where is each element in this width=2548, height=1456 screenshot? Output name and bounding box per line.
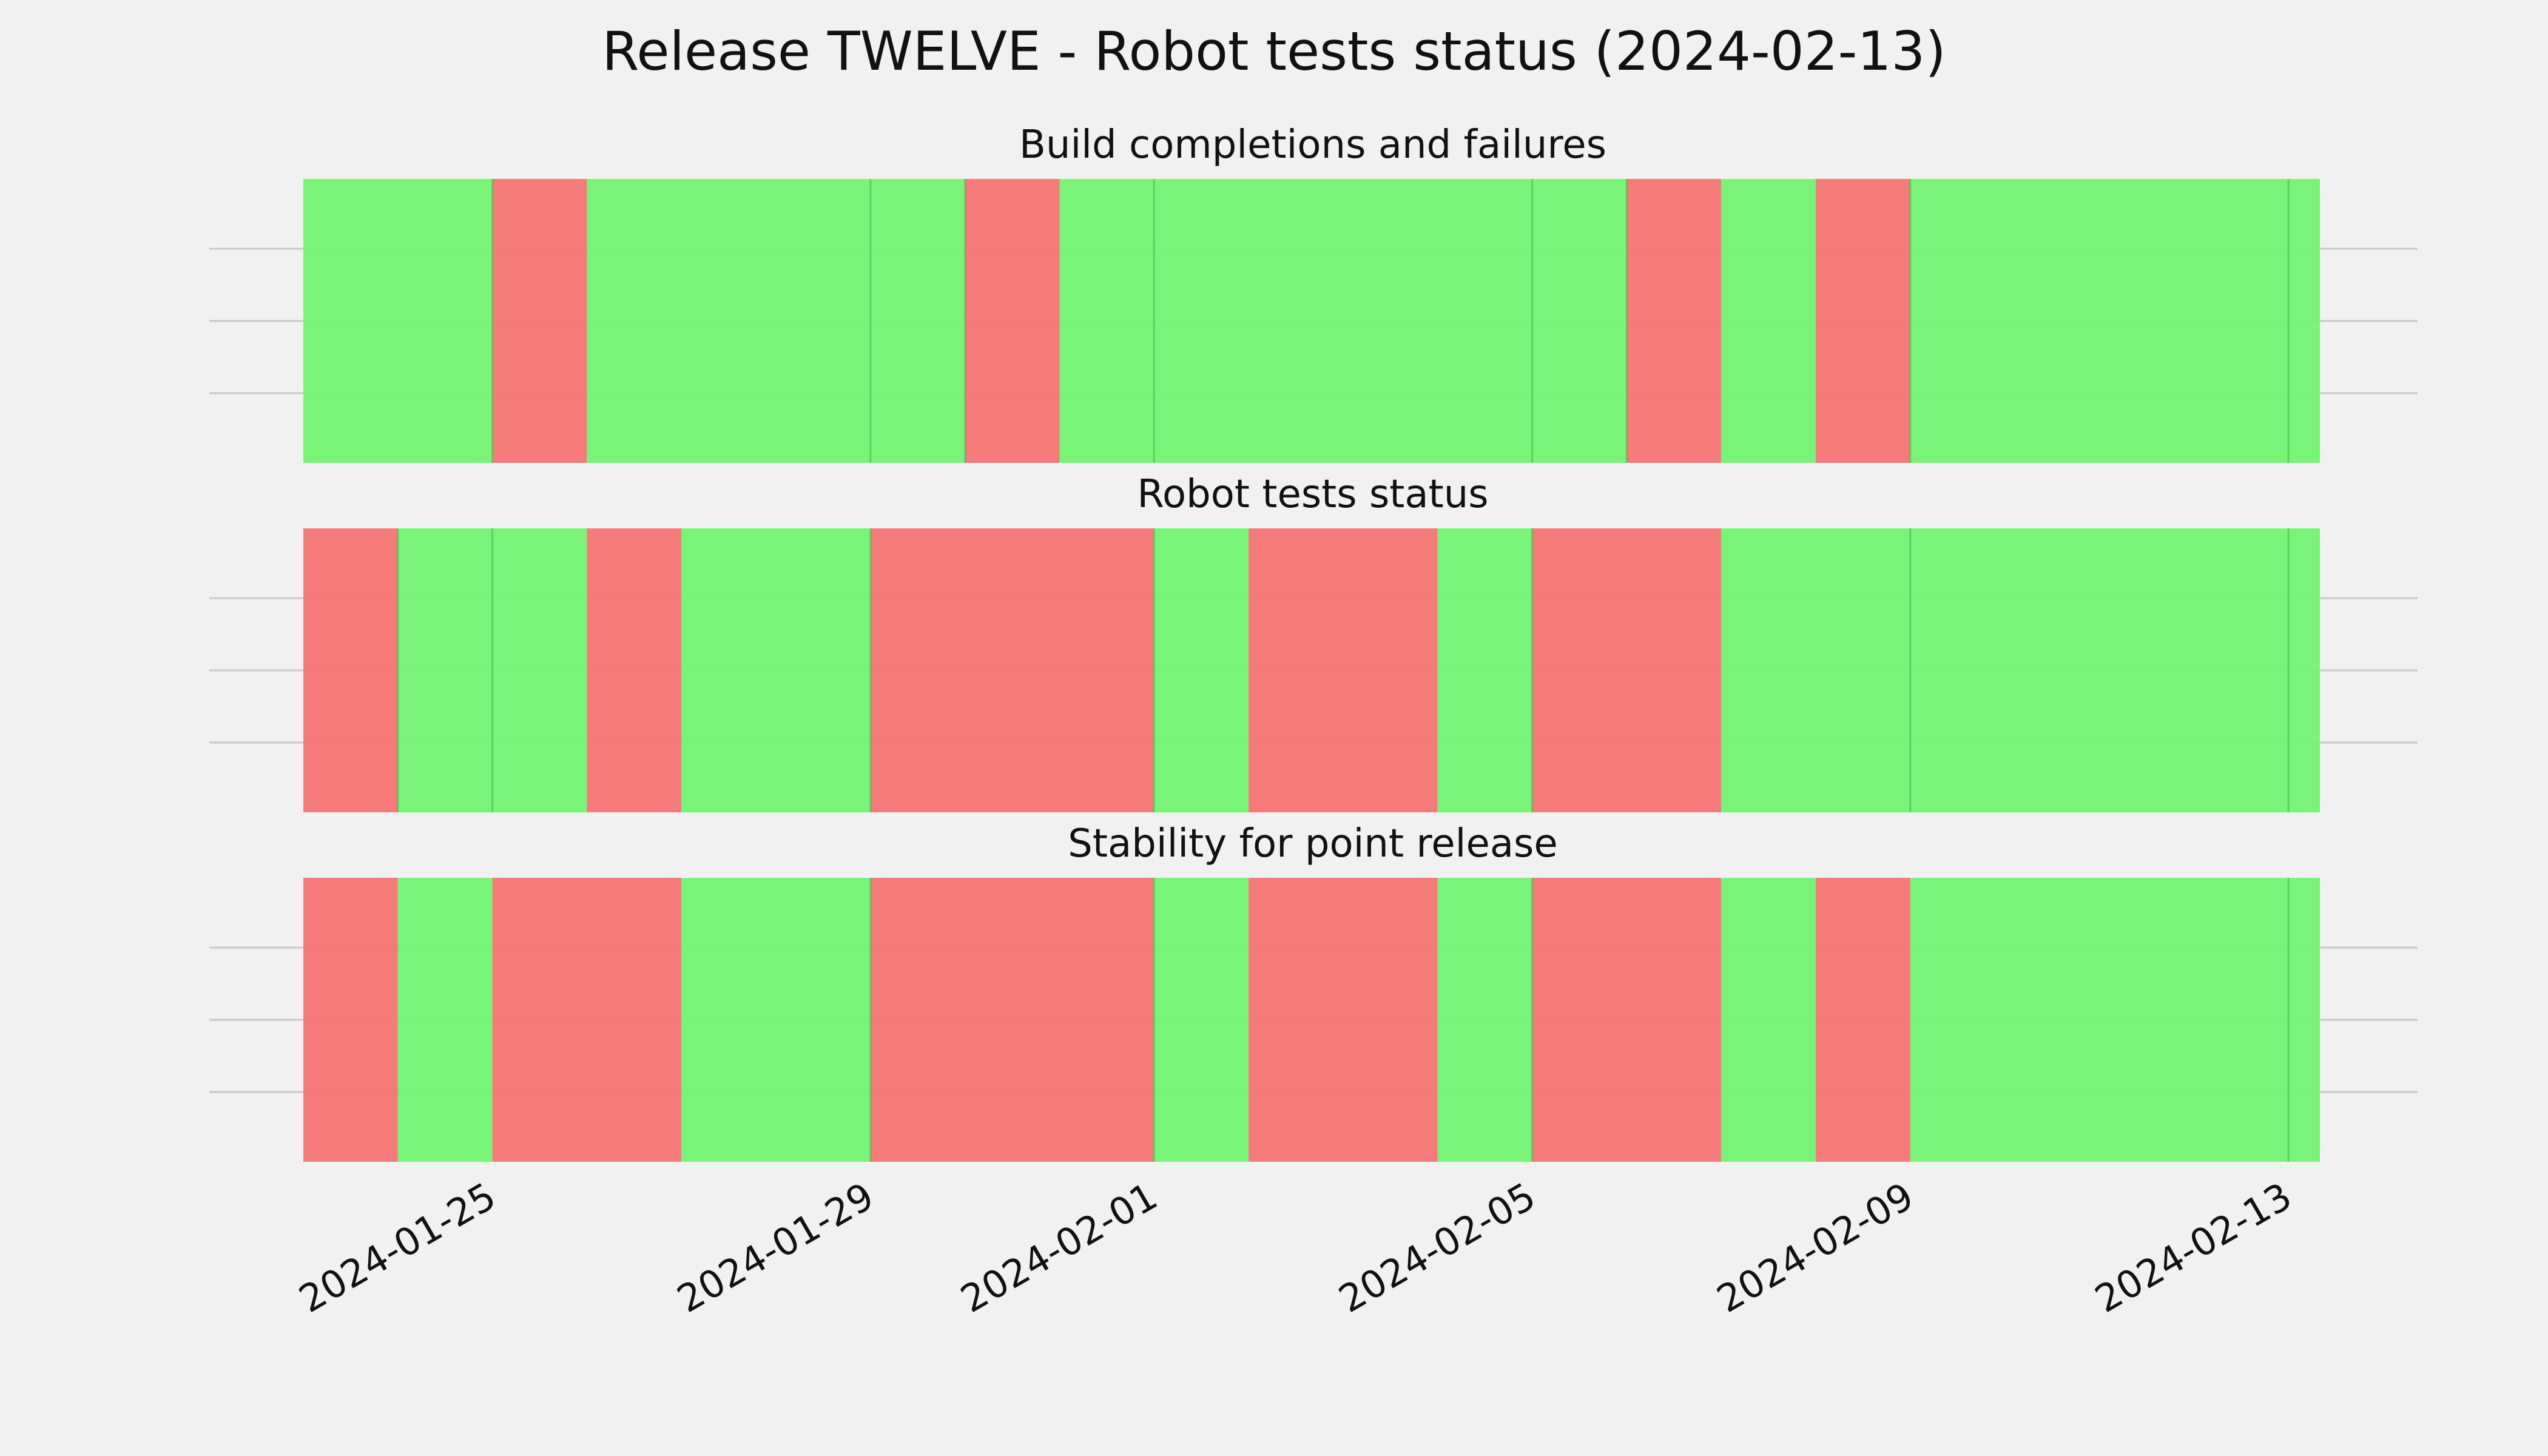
x-tick-label: 2024-02-01 <box>953 1174 1165 1321</box>
status-segment-success <box>587 179 965 463</box>
status-segment-success <box>1059 179 1627 463</box>
status-segment-failure <box>1532 528 1722 812</box>
status-segment-failure <box>303 878 398 1162</box>
panel-title: Stability for point release <box>1068 821 1558 866</box>
x-tick-label: 2024-02-09 <box>1710 1174 1921 1321</box>
status-segment-success <box>1154 878 1249 1162</box>
panel-1: Build completions and failures <box>209 123 2418 463</box>
status-segment-success <box>1910 179 2320 463</box>
status-segment-success <box>303 179 493 463</box>
status-segment-failure <box>1532 878 1722 1162</box>
x-tick-label: 2024-01-29 <box>670 1174 881 1321</box>
status-segment-failure <box>1816 878 1910 1162</box>
x-axis: 2024-01-25 2024-01-29 2024-02-01 2024-02-05… <box>292 1174 2299 1321</box>
status-segment-failure <box>587 528 682 812</box>
status-segment-success <box>1437 878 1532 1162</box>
x-tick-label: 2024-02-13 <box>2088 1174 2299 1321</box>
status-segment-failure <box>1626 179 1722 463</box>
chart-title: Release TWELVE - Robot tests status (202… <box>602 20 1946 83</box>
status-segment-failure <box>1816 179 1910 463</box>
status-segment-failure <box>492 179 587 463</box>
status-segment-failure <box>303 528 398 812</box>
status-segment-failure <box>870 878 1154 1162</box>
status-segment-failure <box>965 179 1060 463</box>
status-segment-success <box>681 528 871 812</box>
status-segment-failure <box>870 528 1154 812</box>
panel-title: Build completions and failures <box>1019 123 1606 167</box>
status-segment-failure <box>1249 878 1438 1162</box>
status-segment-failure <box>492 878 682 1162</box>
status-segment-success <box>1910 878 2320 1162</box>
status-segment-failure <box>1249 528 1438 812</box>
status-segment-success <box>1154 528 1249 812</box>
panels: Build completions and failures Robot test… <box>209 123 2418 1162</box>
status-segment-success <box>1721 878 1816 1162</box>
status-segment-success <box>1437 528 1532 812</box>
panel-2: Robot tests status <box>209 472 2418 812</box>
panel-3: Stability for point release <box>209 821 2418 1162</box>
status-segment-success <box>681 878 871 1162</box>
x-tick-label: 2024-01-25 <box>292 1174 504 1321</box>
status-segment-success <box>397 878 493 1162</box>
panel-title: Robot tests status <box>1137 472 1488 517</box>
status-segment-success <box>1721 179 1816 463</box>
status-segment-success <box>1721 528 2320 812</box>
x-tick-label: 2024-02-05 <box>1332 1174 1543 1321</box>
